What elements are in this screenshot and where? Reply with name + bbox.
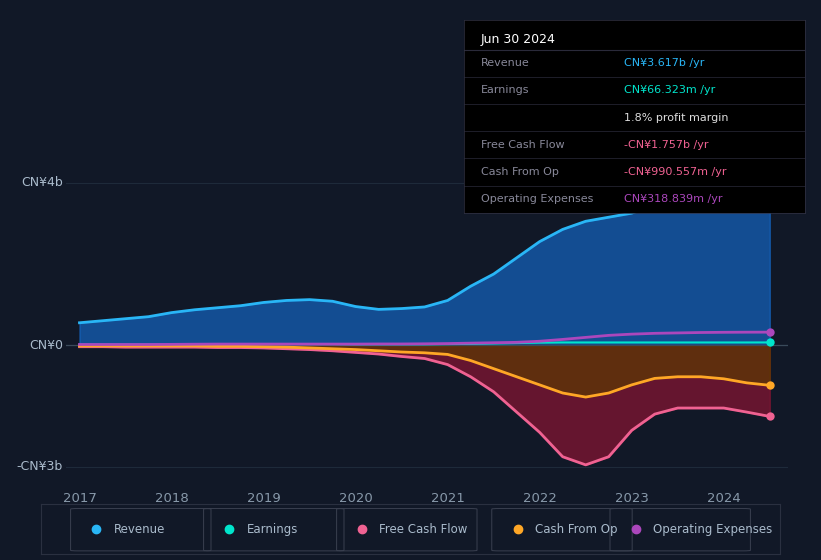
Text: -CN¥1.757b /yr: -CN¥1.757b /yr	[624, 140, 709, 150]
Text: Cash From Op: Cash From Op	[481, 167, 559, 177]
Text: CN¥66.323m /yr: CN¥66.323m /yr	[624, 85, 715, 95]
Text: Revenue: Revenue	[481, 58, 530, 68]
Text: Revenue: Revenue	[113, 522, 165, 536]
Text: CN¥4b: CN¥4b	[21, 176, 63, 189]
Text: 1.8% profit margin: 1.8% profit margin	[624, 113, 728, 123]
Text: -CN¥990.557m /yr: -CN¥990.557m /yr	[624, 167, 727, 177]
Text: Operating Expenses: Operating Expenses	[481, 194, 594, 204]
Text: Earnings: Earnings	[481, 85, 530, 95]
Text: CN¥3.617b /yr: CN¥3.617b /yr	[624, 58, 704, 68]
Text: -CN¥3b: -CN¥3b	[16, 460, 63, 473]
Text: Jun 30 2024: Jun 30 2024	[481, 33, 556, 46]
Text: CN¥0: CN¥0	[29, 339, 63, 352]
Text: Operating Expenses: Operating Expenses	[653, 522, 772, 536]
Text: Earnings: Earnings	[246, 522, 298, 536]
Text: Free Cash Flow: Free Cash Flow	[379, 522, 468, 536]
Text: Cash From Op: Cash From Op	[534, 522, 617, 536]
Text: CN¥318.839m /yr: CN¥318.839m /yr	[624, 194, 722, 204]
Text: Free Cash Flow: Free Cash Flow	[481, 140, 565, 150]
